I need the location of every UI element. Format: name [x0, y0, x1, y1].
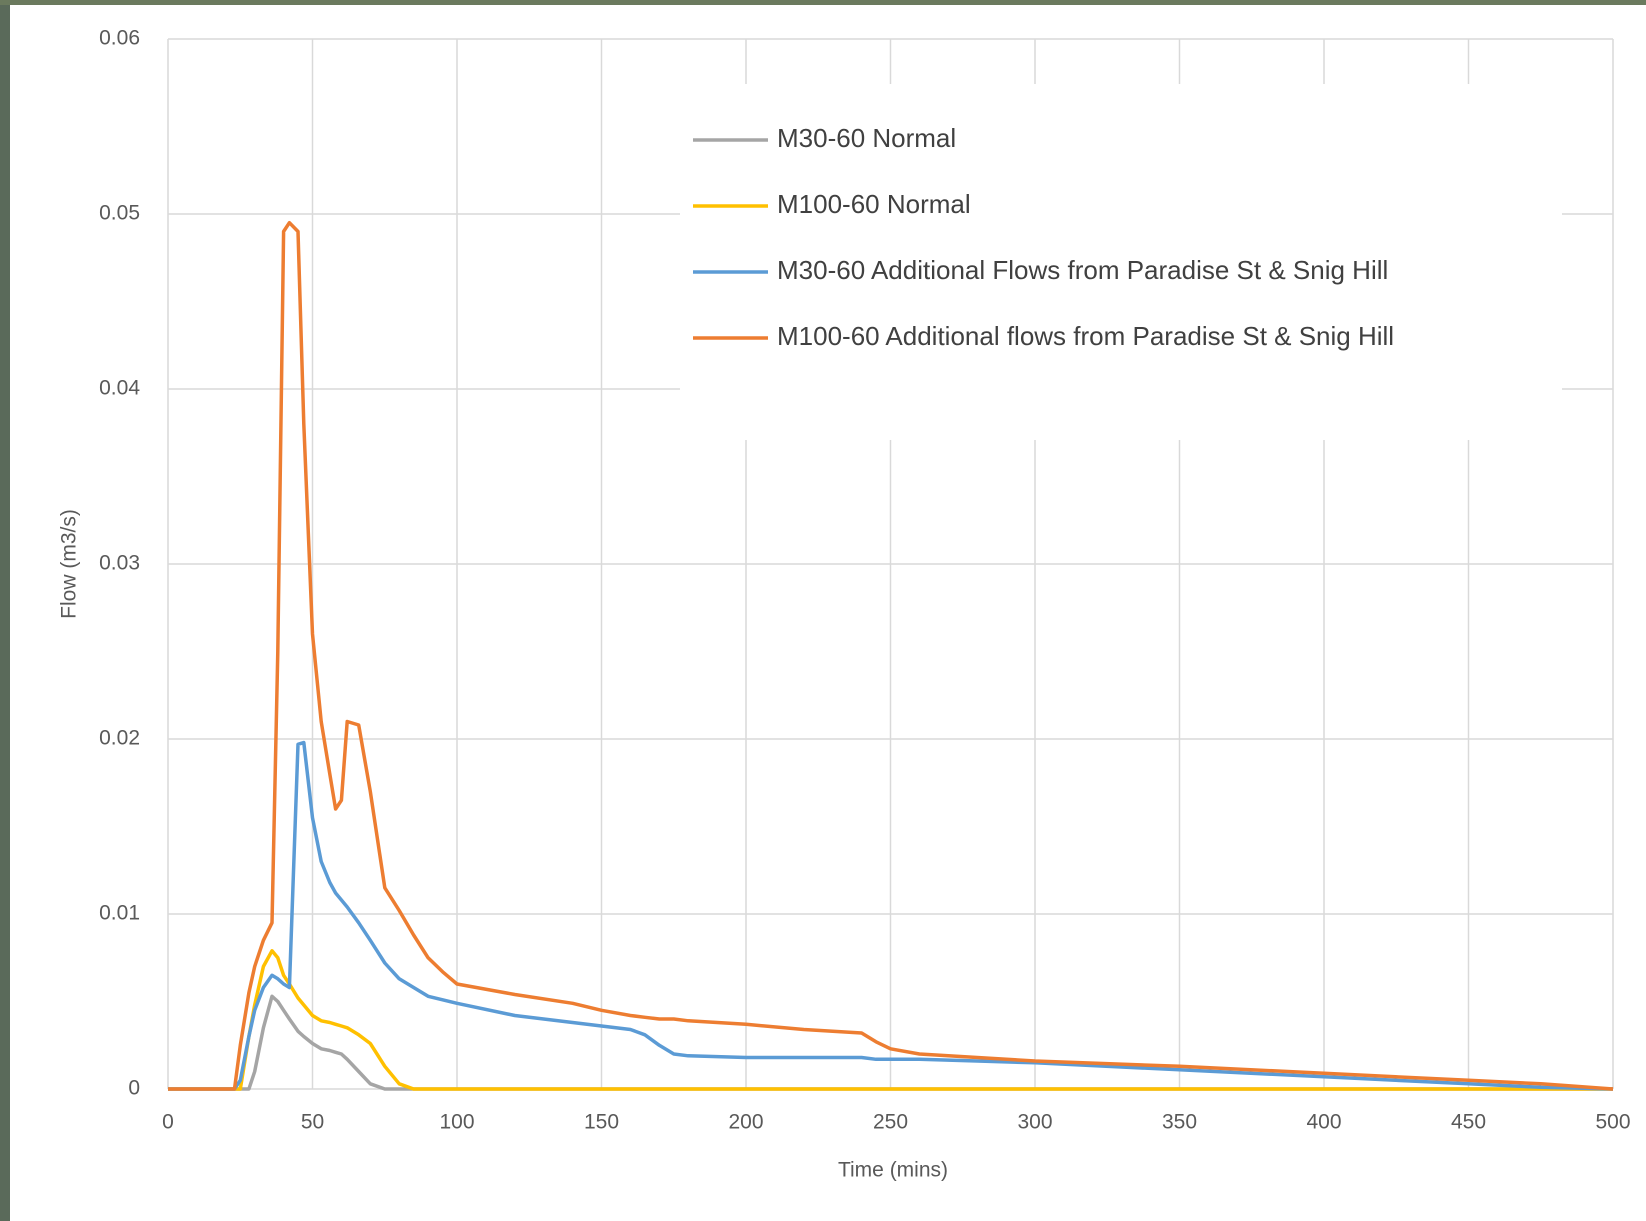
- x-tick-label: 500: [1595, 1111, 1630, 1134]
- photo-edge: [0, 0, 1646, 5]
- x-tick-label: 450: [1451, 1111, 1486, 1134]
- x-tick-label: 300: [1017, 1111, 1052, 1134]
- x-tick-label: 200: [728, 1111, 763, 1134]
- x-tick-label: 0: [162, 1111, 174, 1134]
- x-tick-label: 250: [873, 1111, 908, 1134]
- legend-label: M100-60 Normal: [777, 189, 971, 219]
- y-tick-label: 0.05: [99, 202, 140, 225]
- y-tick-label: 0.04: [99, 377, 140, 400]
- y-tick-label: 0: [128, 1077, 140, 1100]
- x-tick-label: 400: [1306, 1111, 1341, 1134]
- x-tick-label: 350: [1162, 1111, 1197, 1134]
- y-tick-label: 0.03: [99, 552, 140, 575]
- x-tick-label: 150: [584, 1111, 619, 1134]
- y-axis-label: Flow (m3/s): [58, 509, 81, 619]
- y-tick-label: 0.01: [99, 902, 140, 925]
- photo-edge: [0, 0, 10, 1221]
- legend-label: M30-60 Additional Flows from Paradise St…: [777, 255, 1388, 285]
- legend-label: M100-60 Additional flows from Paradise S…: [777, 321, 1394, 351]
- y-tick-label: 0.02: [99, 727, 140, 750]
- legend-label: M30-60 Normal: [777, 123, 956, 153]
- chart: Flow (m3/s) Time (mins) 0 0.01 0.02 0.03 0.0…: [0, 0, 1646, 1221]
- x-tick-label: 100: [439, 1111, 474, 1134]
- x-tick-label: 50: [301, 1111, 324, 1134]
- y-tick-label: 0.06: [99, 27, 140, 50]
- x-axis-label: Time (mins): [838, 1159, 948, 1182]
